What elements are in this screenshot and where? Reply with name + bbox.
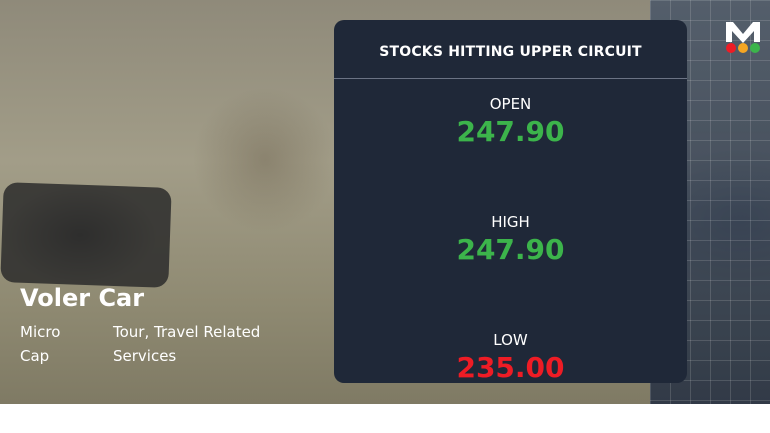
- sector-line2: Services: [113, 347, 177, 365]
- high-label: HIGH: [491, 213, 530, 231]
- market-cap: Micro Cap: [20, 320, 113, 368]
- high-row: HIGH 247.90: [334, 213, 687, 315]
- high-value: 247.90: [456, 233, 565, 266]
- sector: Tour, Travel Related Services: [113, 320, 260, 368]
- market-cap-line2: Cap: [20, 347, 50, 365]
- low-label: LOW: [493, 331, 528, 349]
- open-row: OPEN 247.90: [334, 95, 687, 197]
- market-cap-line1: Micro: [20, 323, 61, 341]
- company-info: Voler Car Micro Cap Tour, Travel Related…: [20, 284, 260, 368]
- background-phone: [0, 182, 172, 288]
- sector-line1: Tour, Travel Related: [113, 323, 261, 341]
- company-name: Voler Car: [20, 284, 145, 312]
- open-label: OPEN: [489, 95, 532, 113]
- low-value: 235.00: [456, 351, 565, 384]
- card-title: STOCKS HITTING UPPER CIRCUIT: [334, 20, 687, 79]
- brand-logo-icon: [726, 22, 760, 53]
- low-row: LOW 235.00: [334, 331, 687, 433]
- price-card: STOCKS HITTING UPPER CIRCUIT OPEN 247.90…: [334, 20, 687, 384]
- open-value: 247.90: [456, 115, 565, 148]
